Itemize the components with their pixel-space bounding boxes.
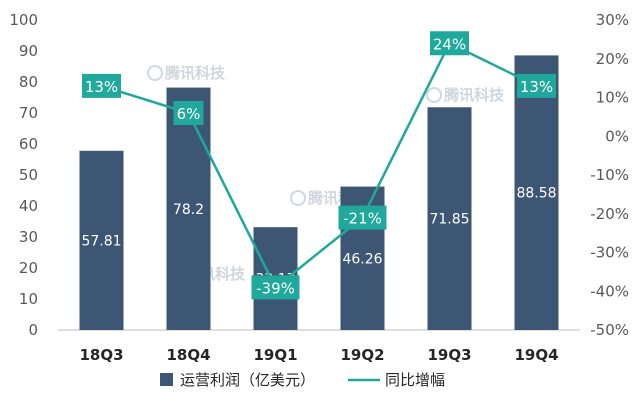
growth-value-label: -39% xyxy=(256,279,295,297)
category-label: 19Q2 xyxy=(340,346,384,364)
growth-labels: 13% 6% -39% -21% 24% 13% xyxy=(82,31,556,300)
left-axis-tick-label: 70 xyxy=(19,104,38,122)
bar-19Q3 xyxy=(427,107,472,330)
growth-label-box xyxy=(430,31,469,56)
right-axis-tick-label: -10% xyxy=(590,166,629,184)
right-axis-tick-label: -20% xyxy=(590,205,629,223)
growth-label-box xyxy=(82,73,121,98)
bar-18Q4 xyxy=(166,87,211,330)
legend-label-growth: 同比增幅 xyxy=(385,371,445,389)
growth-label-box xyxy=(173,101,204,125)
left-axis-tick-label: 20 xyxy=(19,259,38,277)
left-axis-tick-label: 50 xyxy=(19,166,38,184)
left-axis-tick-label: 10 xyxy=(19,290,38,308)
right-axis-tick-label: 10% xyxy=(596,89,629,107)
category-label: 19Q4 xyxy=(514,346,558,364)
right-axis-tick-label: -40% xyxy=(590,282,629,300)
right-axis: -50% -40% -30% -20% -10% 0% 10% 20% 30% xyxy=(590,11,629,339)
growth-label-box xyxy=(338,205,387,230)
bar-value-label: 71.85 xyxy=(429,212,469,228)
category-label: 19Q3 xyxy=(427,346,471,364)
bar-value-label: 46.26 xyxy=(342,251,382,267)
right-axis-tick-label: 30% xyxy=(596,11,629,29)
growth-value-label: 24% xyxy=(433,35,466,53)
legend-swatch-operating-profit xyxy=(160,373,173,386)
left-axis-tick-label: 80 xyxy=(19,73,38,91)
category-label: 18Q4 xyxy=(166,346,210,364)
bars xyxy=(79,55,559,330)
category-label: 18Q3 xyxy=(79,346,123,364)
watermark-text: 腾讯科技 xyxy=(443,86,505,104)
right-axis-tick-label: 0% xyxy=(605,127,629,145)
left-axis-tick-label: 40 xyxy=(19,197,38,215)
bar-19Q4 xyxy=(514,55,559,330)
bar-value-label: 57.81 xyxy=(81,233,121,249)
bar-value-label: 88.58 xyxy=(516,186,556,202)
left-axis-tick-label: 90 xyxy=(19,42,38,60)
left-axis-tick-label: 30 xyxy=(19,228,38,246)
legend: 运营利润（亿美元） 同比增幅 xyxy=(160,371,445,389)
left-axis-tick-label: 100 xyxy=(9,11,38,29)
category-label: 19Q1 xyxy=(253,346,297,364)
watermark-text: 腾讯科技 xyxy=(164,64,226,82)
right-axis-tick-label: -30% xyxy=(590,244,629,262)
growth-value-label: 6% xyxy=(177,105,201,123)
left-axis-tick-label: 0 xyxy=(28,321,38,339)
category-labels: 18Q3 18Q4 19Q1 19Q2 19Q3 19Q4 xyxy=(79,346,558,364)
growth-value-label: 13% xyxy=(85,78,118,96)
watermark-logo-icon xyxy=(290,190,306,206)
growth-value-label: -21% xyxy=(343,210,382,228)
growth-label-box xyxy=(251,275,300,300)
right-axis-tick-label: 20% xyxy=(596,50,629,68)
growth-label-box xyxy=(517,73,556,98)
right-axis-tick-label: -50% xyxy=(590,321,629,339)
growth-value-label: 13% xyxy=(520,78,553,96)
left-axis-tick-label: 60 xyxy=(19,135,38,153)
legend-label-operating-profit: 运营利润（亿美元） xyxy=(180,371,315,389)
bar-value-label: 78.2 xyxy=(173,202,204,218)
watermark-logo-icon xyxy=(426,87,442,103)
bar-18Q3 xyxy=(79,150,124,330)
left-axis: 0 10 20 30 40 50 60 70 80 90 100 xyxy=(9,11,38,339)
watermark-logo-icon xyxy=(147,65,163,81)
